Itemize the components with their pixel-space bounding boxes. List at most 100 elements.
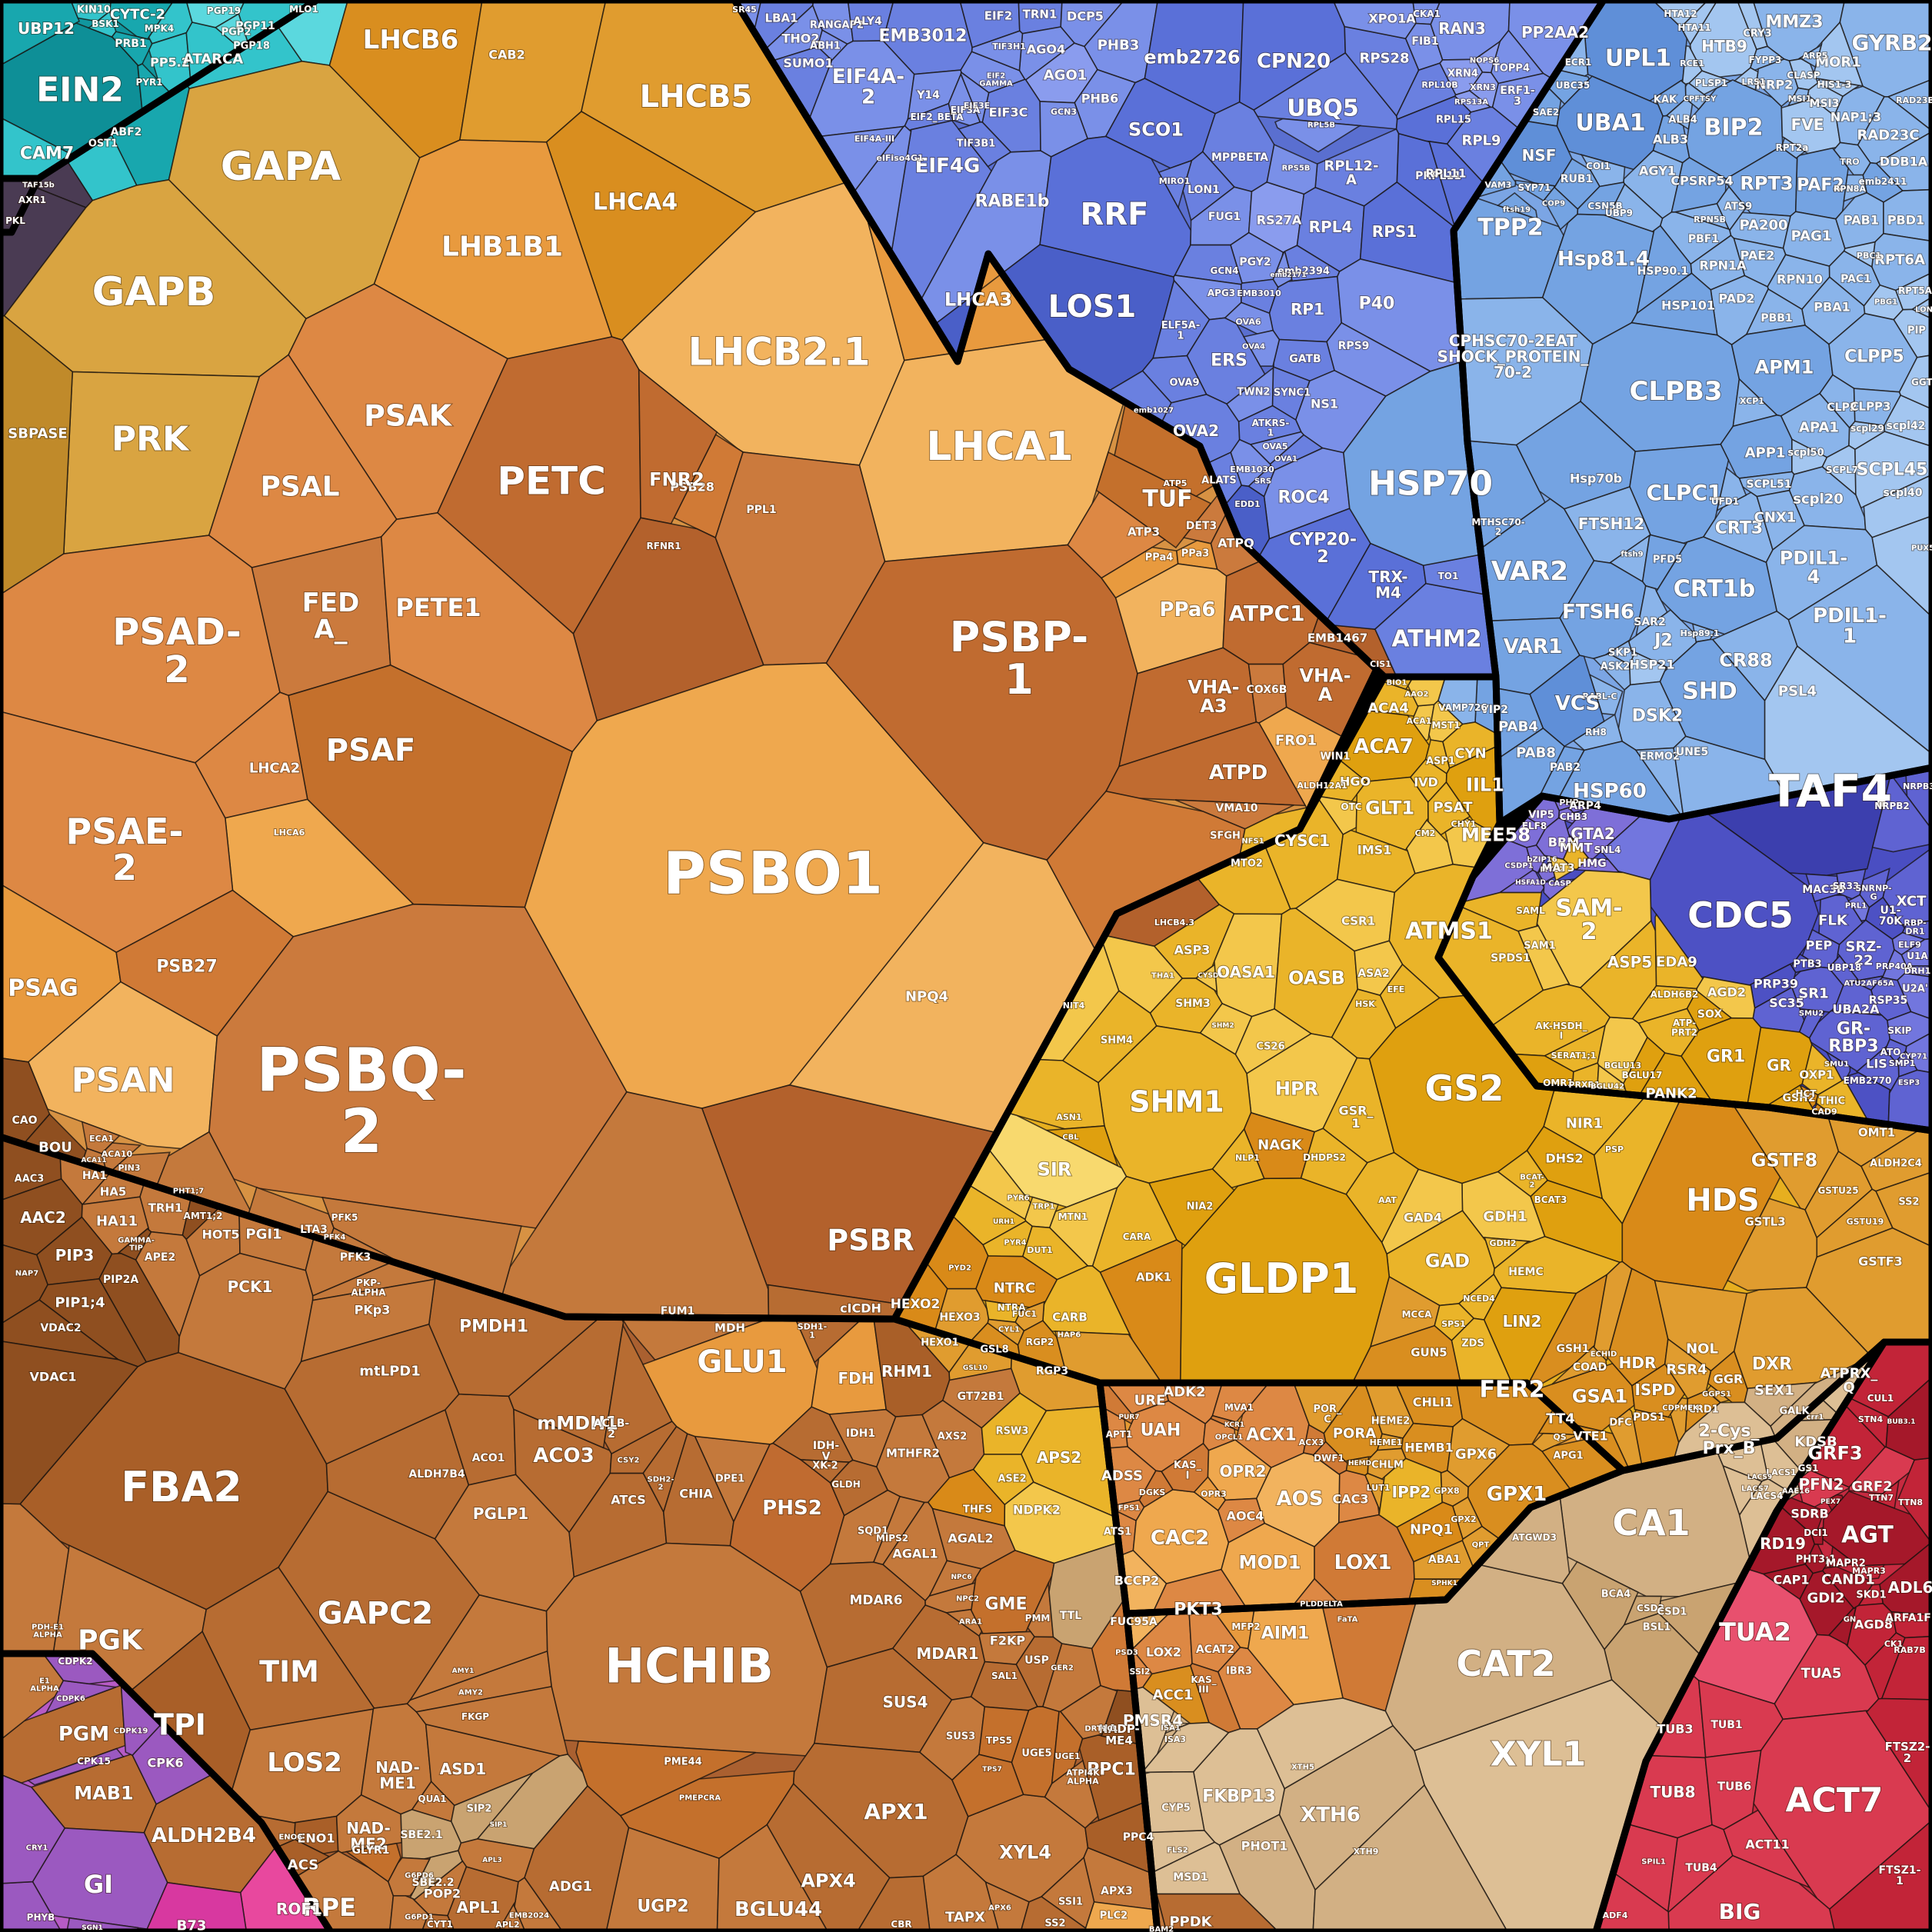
treemap-cell-label: PAB2 [1550, 761, 1581, 774]
treemap-cell-label: ASA2 [1357, 968, 1390, 980]
treemap-cell-label: UAH [1141, 1421, 1181, 1441]
treemap-cell-label: E1 ALPHA [30, 1677, 59, 1694]
treemap-cell-HTA11[interactable] [1680, 0, 1719, 46]
treemap-cell-B73[interactable] [145, 1881, 248, 1932]
treemap-cell-label: MDH [715, 1321, 745, 1334]
treemap-cell-FTSZ1-1[interactable] [1828, 1819, 1932, 1932]
treemap-cell-UBP12[interactable] [0, 0, 81, 66]
treemap-cell-CPFTSY[interactable] [1684, 82, 1710, 111]
treemap-cell-CYL1[interactable] [987, 1318, 1025, 1347]
treemap-cell-label: 2-Cys_ Prx_B [1698, 1422, 1759, 1458]
treemap-cell-CYP71[interactable] [1905, 1031, 1932, 1074]
treemap-cell-CBR[interactable] [856, 1875, 931, 1932]
treemap-cell-TAPX[interactable] [922, 1854, 1000, 1932]
treemap-cell-GLU1[interactable] [641, 1317, 818, 1445]
treemap-cell-SS2[interactable] [1875, 1171, 1932, 1247]
treemap-cell-label: PPa3 [1181, 548, 1210, 560]
treemap-cell-COP9[interactable] [1543, 186, 1579, 231]
treemap-cell-GGPS1[interactable] [1705, 1384, 1731, 1404]
treemap-cell-label: PSAE-2 [66, 811, 184, 888]
treemap-cell-label: VIP2 [1481, 704, 1508, 716]
treemap-cell-DHDPS2[interactable] [1300, 1128, 1368, 1195]
treemap-cell-CASP[interactable] [1543, 878, 1577, 901]
treemap-cell-label: TUB3 [1657, 1722, 1693, 1737]
treemap-cell-MAPR3[interactable] [1862, 1564, 1885, 1581]
treemap-cell-APL3[interactable] [458, 1838, 535, 1883]
treemap-cell-OVA6[interactable] [1224, 301, 1274, 335]
treemap-cell-ftsh19[interactable] [1497, 192, 1538, 221]
treemap-cell-DRT101[interactable] [1059, 1684, 1118, 1740]
treemap-cell-label: PSD3 [1115, 1649, 1138, 1657]
treemap-cell-PBD1[interactable] [1883, 188, 1932, 242]
treemap-cell-FTSZ2-2[interactable] [1866, 1697, 1932, 1814]
treemap-cell-label: ELF8 [1522, 821, 1547, 831]
treemap-cell-XTH9[interactable] [1312, 1784, 1509, 1932]
treemap-cell-UBP9[interactable] [1607, 183, 1664, 232]
treemap-cell-TPS7[interactable] [951, 1754, 1024, 1817]
treemap-cell-label: EIF3E [964, 101, 990, 111]
treemap-cell-label: QPT [1472, 1541, 1490, 1550]
treemap-cell-label: PIP [1907, 325, 1926, 337]
treemap-cell-ADG1[interactable] [524, 1785, 630, 1932]
treemap-cell-GGT1[interactable] [1898, 354, 1932, 410]
treemap-cell-BUB3.1[interactable] [1885, 1376, 1932, 1461]
treemap-cell-RPS5B[interactable] [1266, 143, 1318, 195]
treemap-cell-ACLB-2[interactable] [604, 1323, 673, 1455]
treemap-cell-MAPR2[interactable] [1829, 1545, 1857, 1568]
treemap-cell-label: ABH1 [810, 41, 841, 52]
treemap-cell-label: TUB4 [1685, 1862, 1717, 1874]
treemap-cell-label: CRD1 [1688, 1404, 1718, 1416]
treemap-cell-OVA4[interactable] [1243, 329, 1281, 367]
treemap-cell-label: UBP18 [1827, 962, 1861, 973]
treemap-cell-ESP3[interactable] [1887, 1069, 1932, 1131]
treemap-cell-label: PRP39 [1754, 977, 1798, 991]
treemap-cell-RH8[interactable] [1572, 714, 1624, 751]
treemap-cell-G6PD6[interactable] [387, 1857, 431, 1897]
treemap-cell-APL2[interactable] [497, 1903, 526, 1932]
treemap-cell-label: ADG1 [549, 1878, 592, 1894]
treemap-cell-GLDH[interactable] [829, 1459, 889, 1517]
treemap-cell-label: SAM1 [1524, 941, 1555, 952]
treemap-cell-SR1[interactable] [1790, 966, 1844, 1013]
treemap-cell-TIF3H1[interactable] [971, 30, 1024, 72]
treemap-cell-label: GYRB2 [1851, 30, 1932, 55]
treemap-cell-label: EMB3012 [879, 27, 968, 46]
treemap-cell-label: ARP5 [1803, 51, 1828, 61]
treemap-cell-mtLPD1[interactable] [284, 1323, 460, 1465]
treemap-cell-PHYB[interactable] [0, 1880, 62, 1932]
treemap-cell-PUX5[interactable] [1871, 515, 1932, 618]
treemap-cell-NOPS6[interactable] [1474, 40, 1501, 74]
treemap-cell-HCT[interactable] [1800, 1084, 1819, 1109]
treemap-cell-LRS1[interactable] [1733, 67, 1759, 92]
treemap-cell-MOR1[interactable] [1813, 21, 1864, 87]
treemap-cell-PEX7[interactable] [1825, 1494, 1844, 1511]
treemap-cell-MAT3[interactable] [1549, 855, 1576, 882]
treemap-cell-label: MTO2 [1231, 858, 1263, 870]
treemap-cell-NAGK[interactable] [1243, 1111, 1316, 1180]
treemap-cell-label: VAR2 [1491, 556, 1568, 587]
treemap-cell-ADF4[interactable] [1595, 1871, 1670, 1932]
treemap-cell-UFD1[interactable] [1716, 467, 1747, 512]
treemap-cell-CRY1[interactable] [0, 1774, 66, 1884]
treemap-cell-label: GUN5 [1411, 1345, 1447, 1359]
treemap-cell-label: TUB8 [1650, 1783, 1695, 1801]
treemap-cell-label: HA5 [100, 1184, 127, 1198]
treemap-cell-COAD[interactable] [1551, 1345, 1607, 1385]
treemap-cell-PBC1[interactable] [1843, 241, 1876, 268]
treemap-cell-CPK15[interactable] [26, 1747, 125, 1786]
treemap-cell-label: GLYR1 [352, 1844, 390, 1857]
treemap-cell-XTH5[interactable] [1256, 1697, 1394, 1790]
treemap-cell-BRM[interactable] [1535, 817, 1572, 861]
treemap-cell-VDAC1[interactable] [0, 1340, 139, 1505]
treemap-cell-ATPI4KALPHA[interactable] [1044, 1759, 1099, 1829]
treemap-cell-label: PIP1;4 [55, 1294, 105, 1311]
treemap-cell-BIG[interactable] [1667, 1854, 1836, 1932]
treemap-cell-RPL5B[interactable] [1274, 118, 1362, 153]
treemap-cell-ISA1[interactable] [1164, 1721, 1190, 1734]
treemap-cell-emb2171[interactable] [1272, 251, 1293, 288]
treemap-cell-SYP71[interactable] [1514, 179, 1555, 202]
treemap-cell-label: UGP2 [637, 1897, 688, 1917]
treemap-cell-label: FKBP13 [1202, 1787, 1276, 1807]
treemap-cell-BGLU44[interactable] [716, 1824, 829, 1932]
treemap-cell-ARP5[interactable] [1798, 43, 1823, 68]
